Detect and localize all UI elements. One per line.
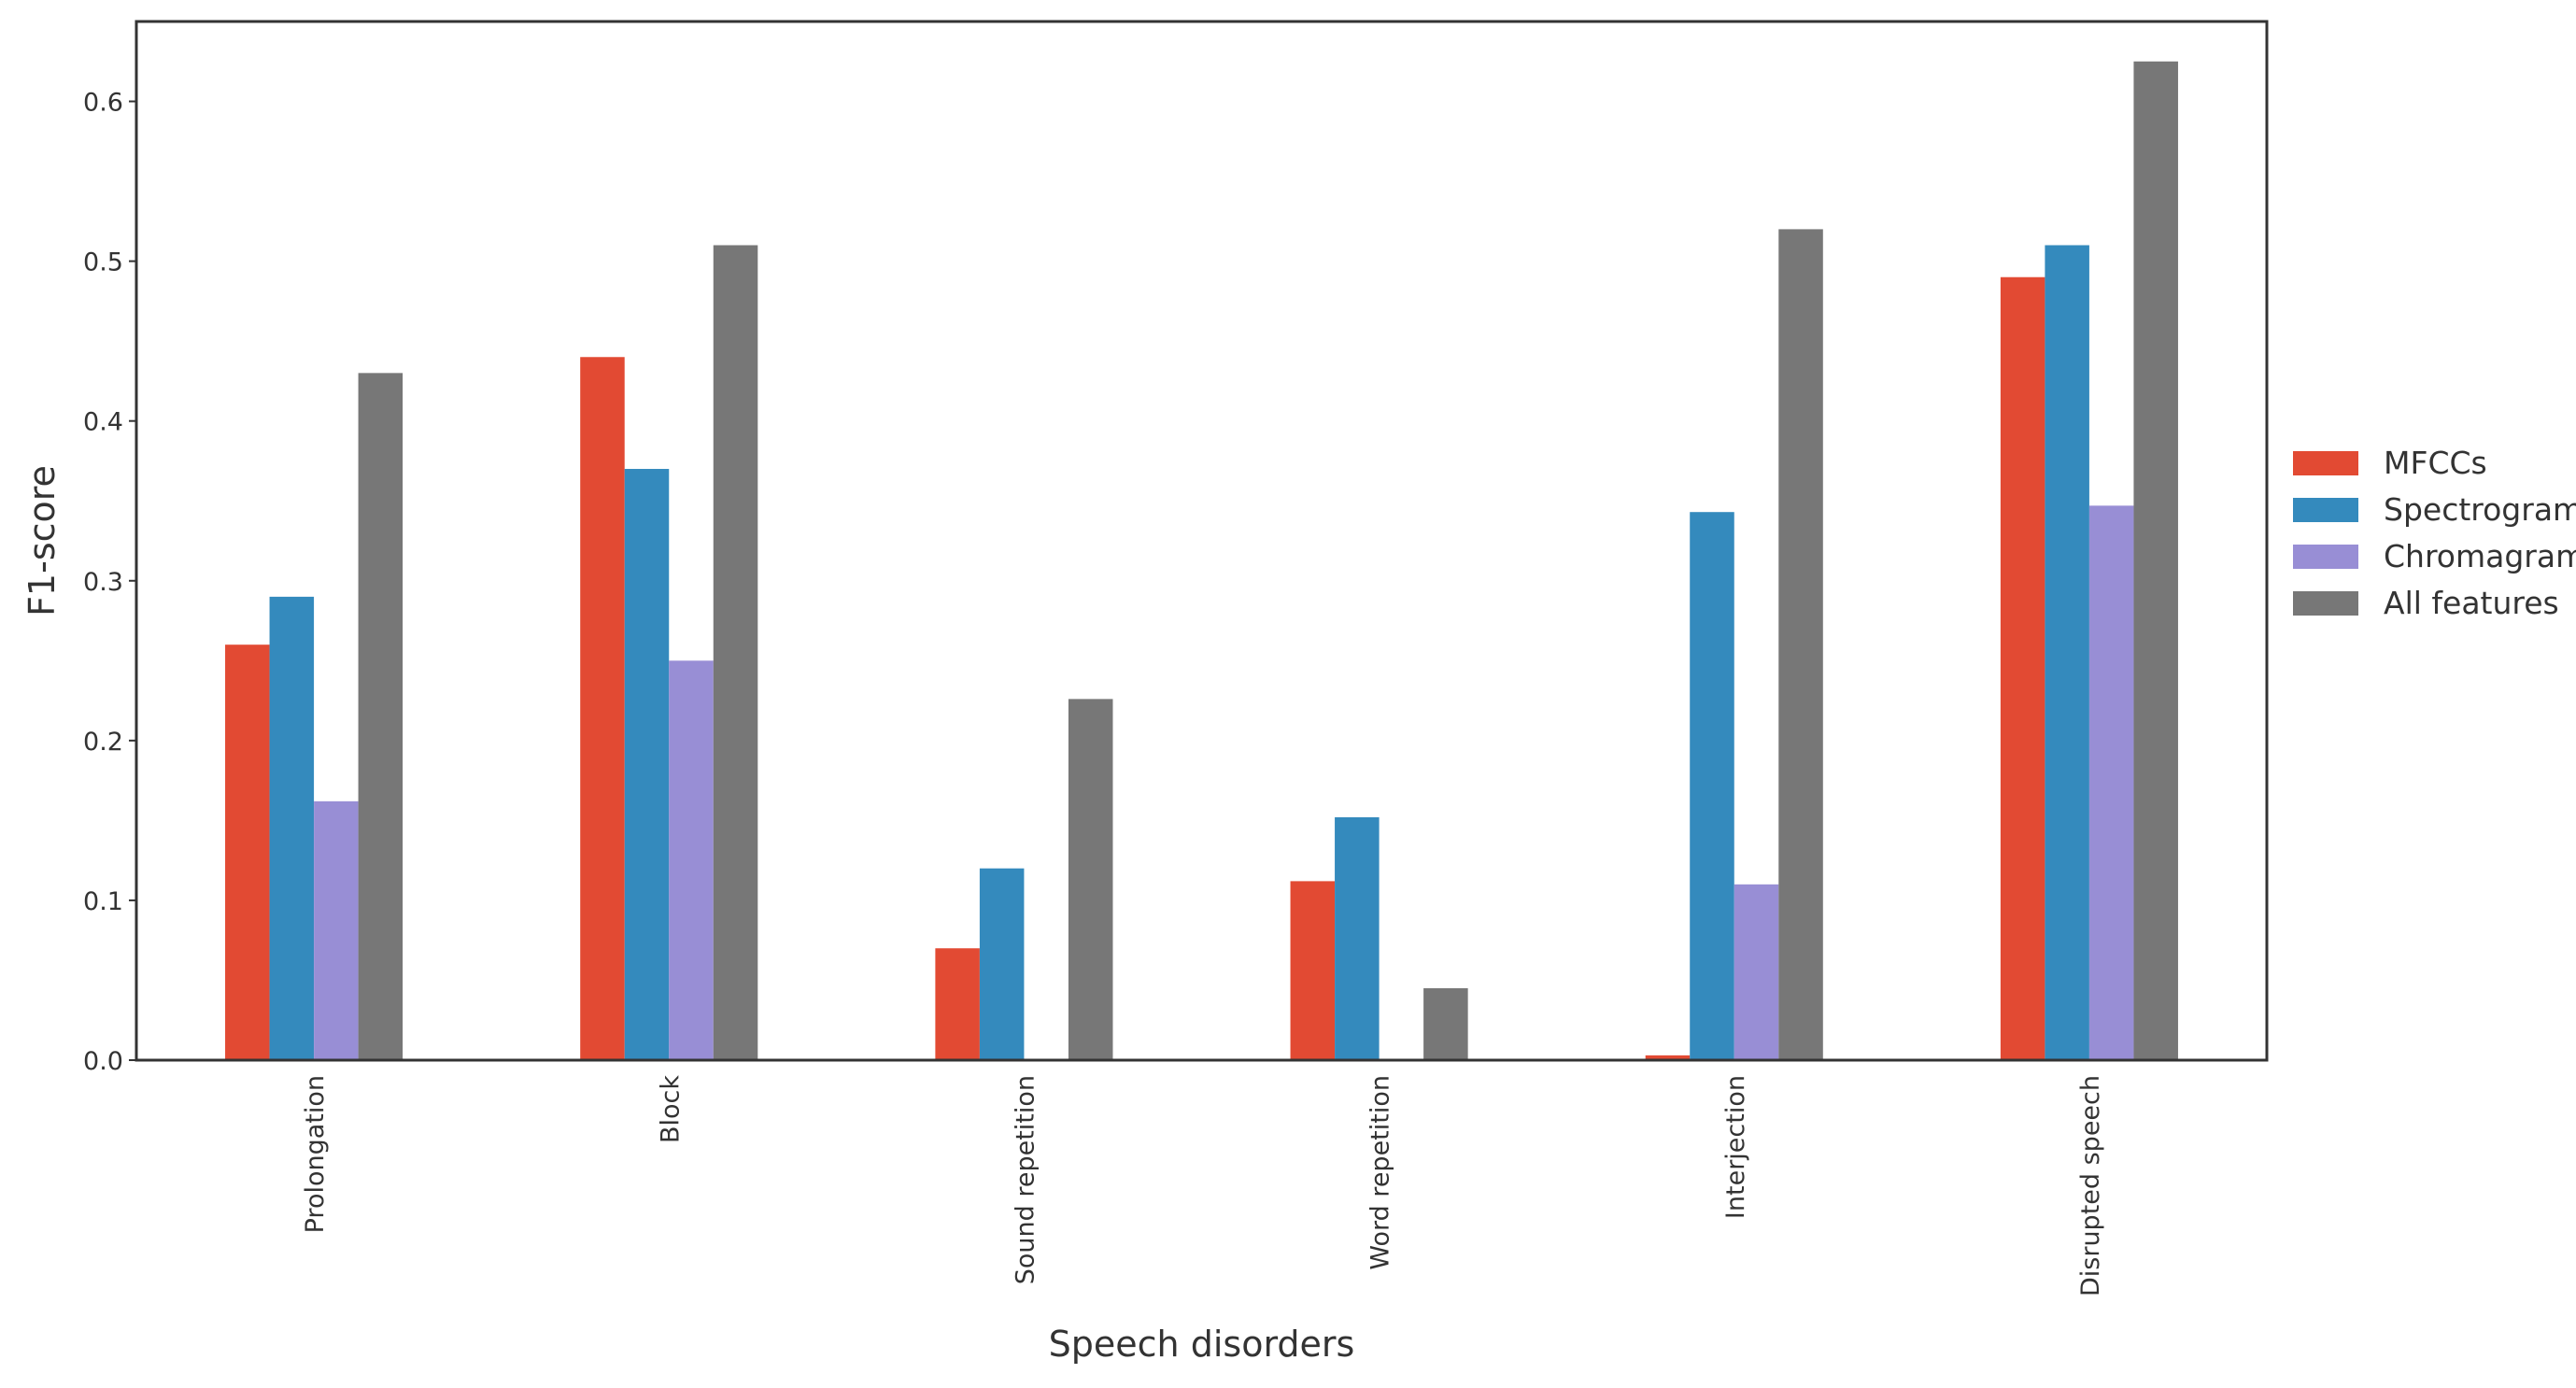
legend-label: MFCCs bbox=[2384, 445, 2487, 481]
y-axis: 0.0 0.1 0.2 0.3 0.4 0.5 0.6 bbox=[83, 89, 136, 1076]
bars-layer bbox=[225, 61, 2178, 1060]
legend-swatch bbox=[2293, 498, 2358, 522]
y-tick-label: 0.2 bbox=[83, 728, 123, 757]
y-tick-label: 0.3 bbox=[83, 568, 123, 597]
x-tick-label: Interjection bbox=[1721, 1075, 1750, 1219]
x-axis: Prolongation Block Sound repetition Word re… bbox=[301, 1075, 2105, 1296]
legend-swatch bbox=[2293, 591, 2358, 616]
legend-label: Chromagram bbox=[2384, 538, 2576, 574]
x-tick-label: Sound repetition bbox=[1011, 1075, 1040, 1284]
bar-all-features bbox=[358, 373, 403, 1060]
legend-label: All features bbox=[2384, 585, 2559, 621]
bar-spectrogram bbox=[2045, 245, 2089, 1060]
legend: MFCCs Spectrogram Chromagram All features bbox=[2293, 445, 2576, 621]
bar-all-features bbox=[1068, 699, 1113, 1060]
y-tick-label: 0.0 bbox=[83, 1047, 123, 1076]
bar-spectrogram bbox=[624, 469, 670, 1060]
x-tick-label: Word repetition bbox=[1366, 1075, 1395, 1270]
bar-mfccs bbox=[225, 644, 270, 1060]
bar-chromagram bbox=[669, 660, 714, 1060]
bar-mfccs bbox=[2000, 276, 2045, 1060]
bar-chromagram bbox=[2088, 505, 2134, 1060]
bar-mfccs bbox=[1645, 1055, 1691, 1060]
bar-mfccs bbox=[935, 948, 980, 1060]
x-tick-label: Disrupted speech bbox=[2076, 1075, 2105, 1296]
plot-frame bbox=[134, 20, 2269, 1062]
x-tick-label: Prolongation bbox=[301, 1075, 330, 1233]
bar-chromagram bbox=[1734, 884, 1779, 1060]
bar-spectrogram bbox=[1690, 512, 1734, 1060]
y-axis-label: F1-score bbox=[21, 465, 63, 616]
bar-spectrogram bbox=[979, 868, 1025, 1060]
x-axis-label: Speech disorders bbox=[1049, 1324, 1355, 1365]
legend-swatch bbox=[2293, 545, 2358, 569]
bar-all-features bbox=[2133, 61, 2178, 1060]
bar-spectrogram bbox=[1335, 816, 1380, 1060]
legend-label: Spectrogram bbox=[2384, 491, 2576, 528]
bar-all-features bbox=[713, 245, 758, 1060]
bar-all-features bbox=[1778, 229, 1823, 1060]
bar-spectrogram bbox=[269, 596, 315, 1060]
y-tick-label: 0.1 bbox=[83, 887, 123, 916]
bar-all-features bbox=[1423, 988, 1468, 1060]
y-tick-label: 0.4 bbox=[83, 408, 123, 437]
bar-mfccs bbox=[580, 357, 625, 1060]
legend-swatch bbox=[2293, 451, 2358, 475]
y-tick-label: 0.5 bbox=[83, 248, 123, 277]
bar-chromagram bbox=[314, 800, 359, 1060]
x-tick-label: Block bbox=[656, 1075, 685, 1143]
y-tick-label: 0.6 bbox=[83, 89, 123, 118]
bar-mfccs bbox=[1290, 881, 1336, 1060]
